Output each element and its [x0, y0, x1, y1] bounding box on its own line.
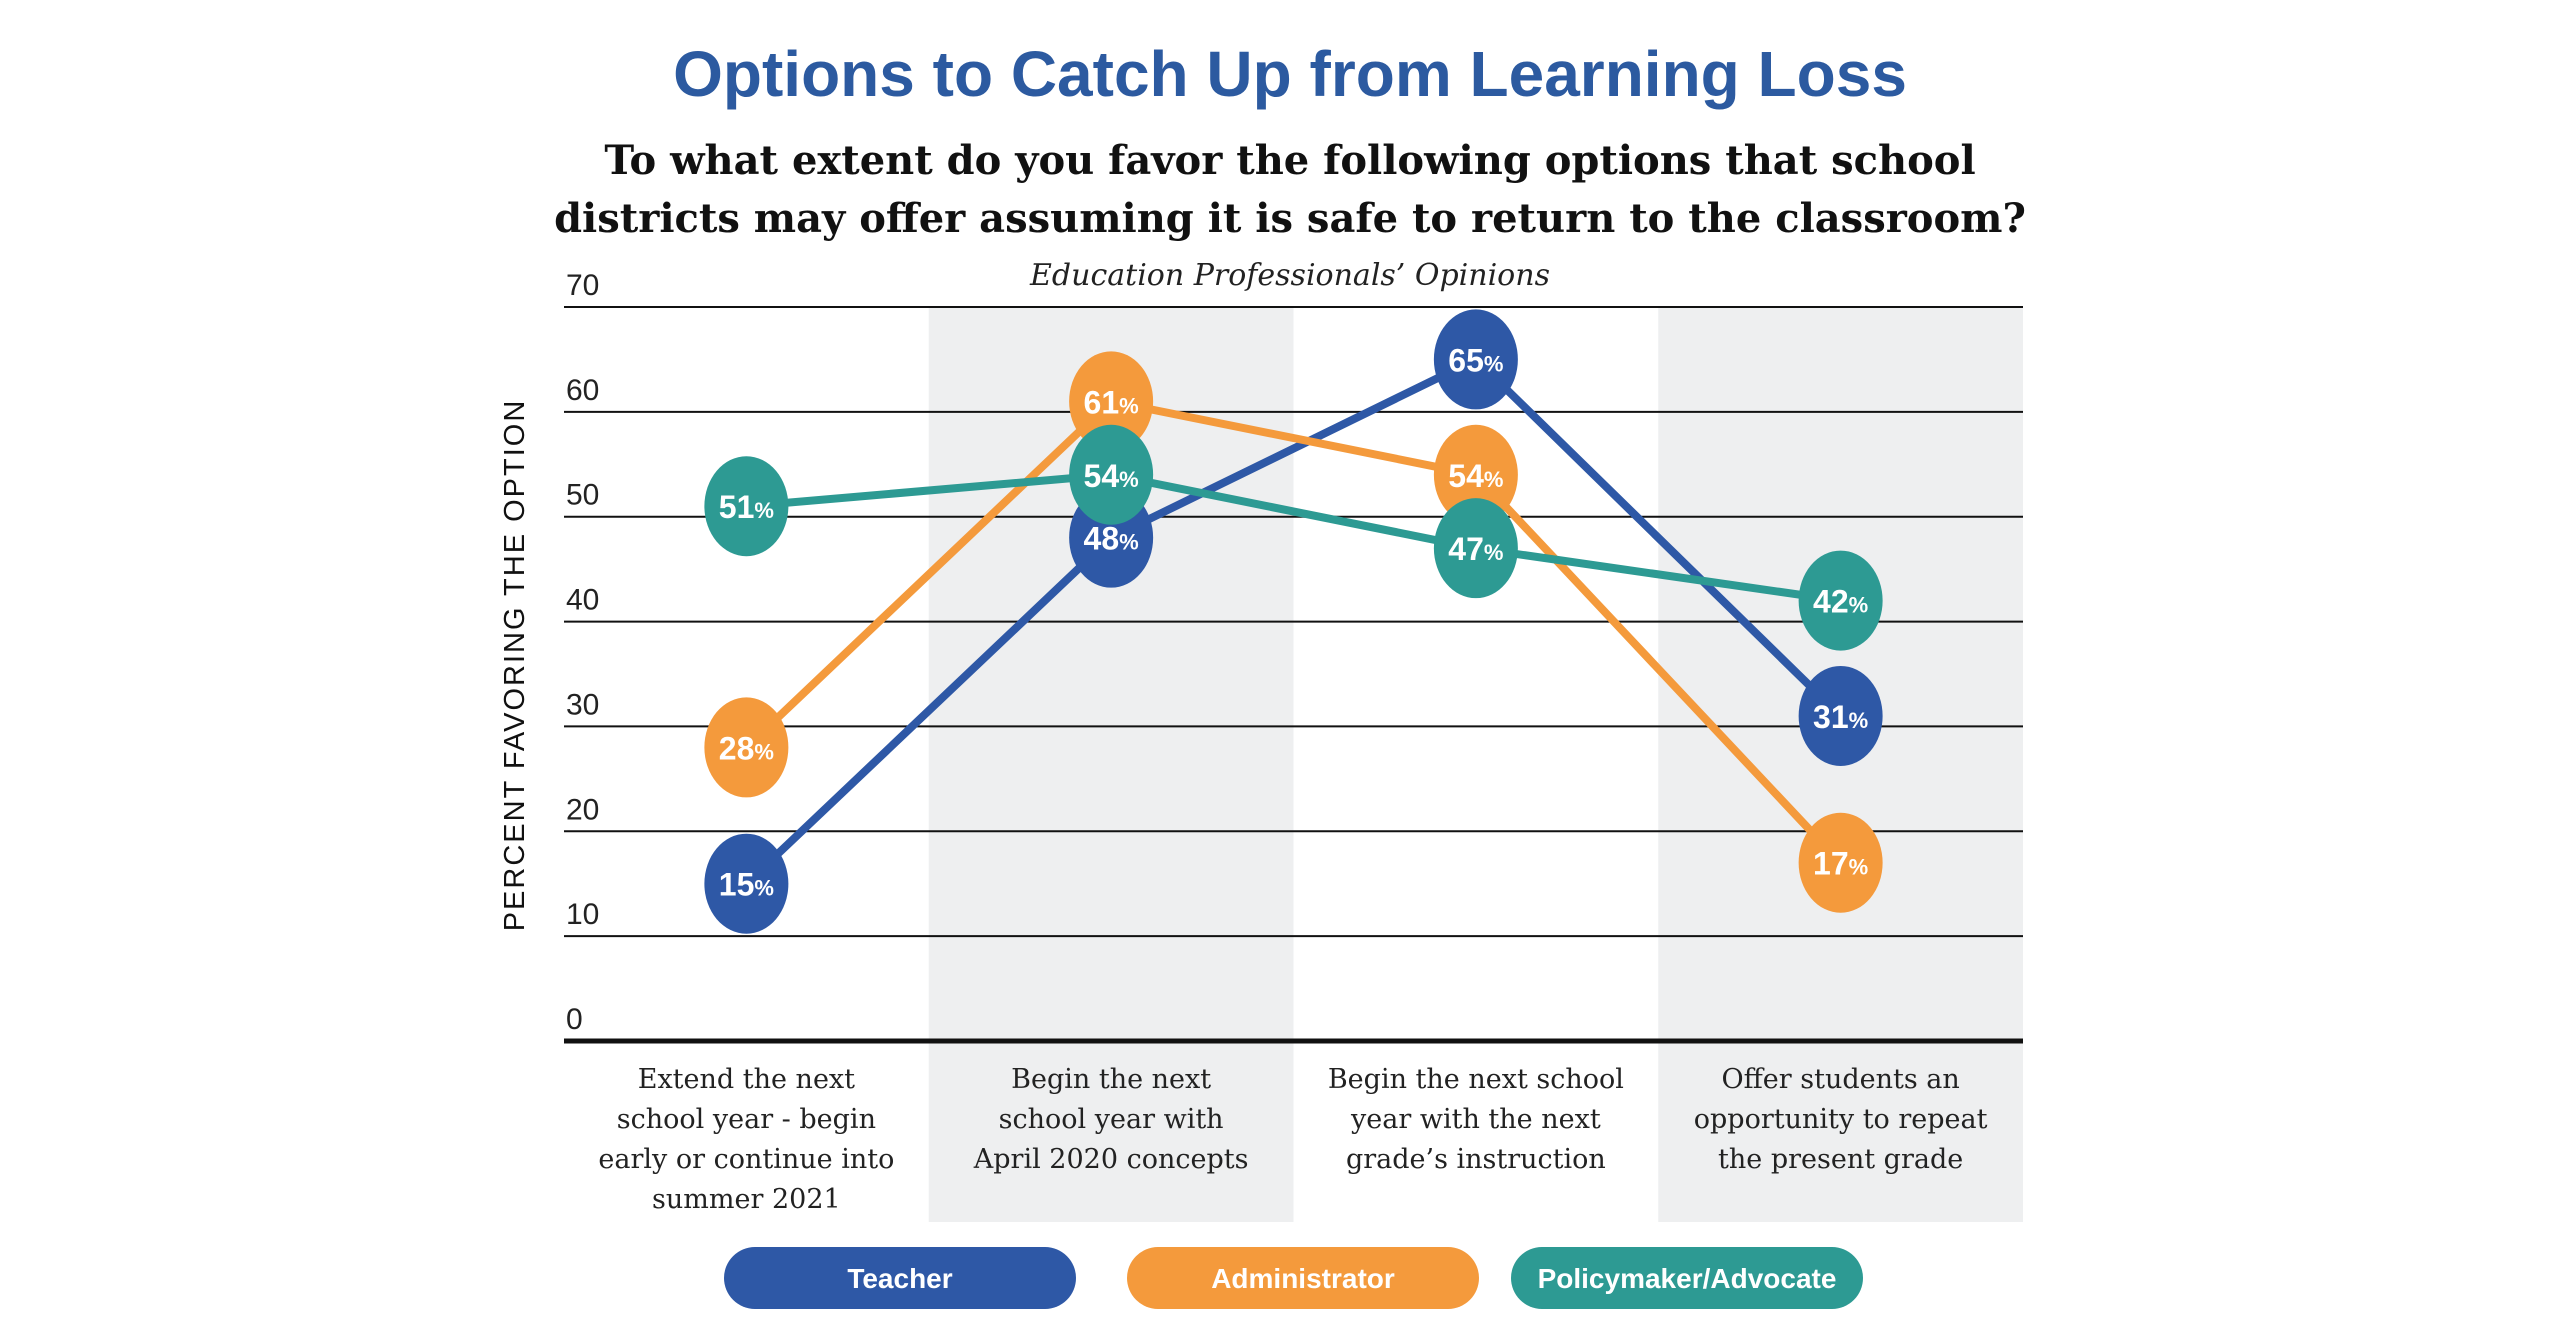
legend-label: Policymaker/Advocate	[1538, 1263, 1837, 1294]
x-category-label: early or continue into	[598, 1144, 894, 1175]
chart-subtitle-line-2: districts may offer assuming it is safe …	[554, 195, 2026, 242]
data-point	[704, 697, 789, 798]
data-label: 17%	[1813, 846, 1868, 882]
data-label: 47%	[1448, 531, 1503, 567]
x-category-label: grade’s instruction	[1346, 1144, 1606, 1175]
data-point	[704, 456, 789, 557]
series-line-teacher	[743, 355, 1844, 887]
data-point	[1798, 812, 1883, 913]
chart-note: Education Professionals’ Opinions	[1029, 258, 1550, 293]
data-label: 65%	[1448, 342, 1503, 378]
y-tick-label: 50	[566, 479, 599, 512]
x-category-label: the present grade	[1718, 1144, 1963, 1175]
y-tick-label: 70	[566, 269, 599, 302]
legend-label: Teacher	[847, 1263, 952, 1294]
x-category-label: summer 2021	[652, 1184, 841, 1215]
legend-swatch	[1511, 1247, 1863, 1309]
data-label: 15%	[719, 867, 774, 903]
data-point	[1433, 424, 1518, 525]
data-label: 54%	[1448, 458, 1503, 494]
data-label: 51%	[719, 489, 774, 525]
y-tick-label: 10	[566, 898, 599, 931]
legend-label: Administrator	[1211, 1263, 1395, 1294]
x-category-label: Begin the next school	[1328, 1064, 1624, 1095]
data-label: 48%	[1084, 521, 1139, 557]
data-point	[704, 833, 789, 934]
data-point	[1433, 498, 1518, 599]
legend-swatch	[724, 1247, 1076, 1309]
y-tick-label: 0	[566, 1003, 583, 1036]
x-category-label: Offer students an	[1721, 1064, 1959, 1095]
series-line-policymaker-advocate	[746, 470, 1842, 605]
data-point	[1069, 351, 1154, 452]
data-point	[1433, 309, 1518, 410]
x-category-label: school year with	[999, 1104, 1224, 1135]
x-category-label: April 2020 concepts	[973, 1144, 1249, 1175]
x-category-label: year with the next	[1350, 1104, 1601, 1135]
chart-subtitle-line-1: To what extent do you favor the followin…	[604, 137, 1975, 184]
legend-swatch	[1127, 1247, 1479, 1309]
data-label: 28%	[719, 730, 774, 766]
y-tick-label: 30	[566, 688, 599, 721]
data-point	[1069, 424, 1154, 525]
data-label: 54%	[1084, 458, 1139, 494]
x-category-label: Begin the next	[1011, 1064, 1211, 1095]
data-label: 42%	[1813, 584, 1868, 620]
y-tick-label: 20	[566, 793, 599, 826]
data-point	[1798, 665, 1883, 766]
y-tick-label: 60	[566, 374, 599, 407]
x-category-label: Extend the next	[638, 1064, 855, 1095]
x-category-label: opportunity to repeat	[1694, 1104, 1988, 1135]
data-label: 31%	[1813, 699, 1868, 735]
series-line-administrator	[743, 397, 1844, 866]
y-axis-title: PERCENT FAVORING THE OPTION	[499, 399, 531, 932]
data-label: 61%	[1084, 384, 1139, 420]
x-category-label: school year - begin	[617, 1104, 876, 1135]
y-tick-label: 40	[566, 584, 599, 617]
data-point	[1798, 550, 1883, 651]
chart-title: Options to Catch Up from Learning Loss	[673, 38, 1907, 110]
